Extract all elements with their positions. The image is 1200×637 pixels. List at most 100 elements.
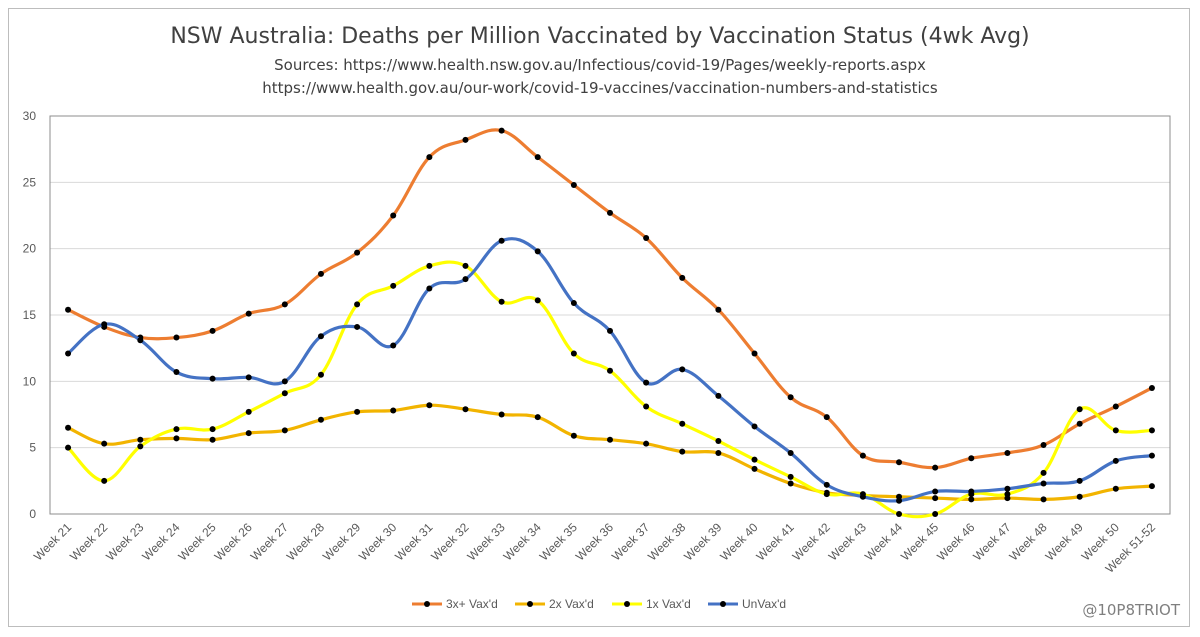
x-tick-label: Week 38 — [645, 520, 688, 563]
data-point — [281, 378, 288, 385]
y-tick-label: 30 — [23, 109, 37, 123]
x-tick-label: Week 42 — [790, 520, 833, 563]
x-tick-label: Week 47 — [970, 520, 1013, 563]
data-point — [607, 436, 613, 443]
data-point — [281, 427, 288, 434]
data-point — [101, 321, 108, 328]
data-point — [1112, 485, 1119, 492]
data-point — [462, 136, 469, 143]
legend-item: 3x+ Vax'd — [412, 597, 498, 611]
x-tick-label: Week 28 — [284, 520, 327, 563]
y-axis: 0 5 10 15 20 25 30 — [23, 109, 37, 521]
data-point — [1076, 493, 1083, 500]
data-point — [679, 420, 686, 427]
data-point — [751, 465, 758, 472]
data-point — [498, 237, 505, 244]
data-point — [65, 424, 72, 431]
data-point — [354, 323, 361, 330]
data-point — [968, 488, 975, 495]
legend-label: UnVax'd — [742, 597, 786, 611]
data-point — [570, 300, 577, 307]
data-point — [209, 436, 216, 443]
data-point — [1112, 457, 1119, 464]
data-point — [245, 430, 252, 437]
data-point — [643, 235, 650, 242]
data-point — [1004, 491, 1011, 498]
data-point — [1148, 483, 1155, 490]
data-point — [643, 379, 650, 386]
x-tick-label: Week 49 — [1043, 520, 1086, 563]
chart-title: NSW Australia: Deaths per Million Vaccin… — [170, 24, 1030, 49]
data-point — [354, 408, 361, 415]
series-line — [67, 128, 1153, 470]
data-point — [245, 408, 252, 415]
data-point — [1040, 496, 1047, 503]
x-tick-label: Week 26 — [212, 520, 255, 563]
series-0 — [65, 127, 1155, 471]
data-point — [1040, 480, 1047, 487]
data-point — [787, 480, 794, 487]
data-point — [932, 488, 939, 495]
legend-marker — [424, 601, 430, 607]
data-point — [137, 337, 144, 344]
data-point — [751, 456, 758, 463]
data-point — [137, 436, 144, 443]
data-point — [751, 423, 758, 430]
y-tick-label: 20 — [23, 242, 37, 256]
data-point — [823, 481, 830, 488]
legend-item: UnVax'd — [708, 597, 786, 611]
data-point — [570, 350, 577, 357]
legend-label: 1x Vax'd — [646, 597, 691, 611]
y-tick-label: 15 — [23, 308, 37, 322]
data-point — [137, 443, 144, 450]
legend-item: 2x Vax'd — [515, 597, 594, 611]
data-point — [317, 416, 324, 423]
y-tick-label: 10 — [23, 374, 37, 388]
chart-subtitle-sources: Sources: https://www.health.nsw.gov.au/I… — [274, 56, 926, 74]
x-tick-label: Week 31 — [392, 520, 435, 563]
x-tick-label: Week 40 — [717, 520, 760, 563]
plot-area-border — [49, 115, 1171, 515]
x-tick-label: Week 36 — [573, 520, 616, 563]
data-point — [1076, 420, 1083, 427]
data-point — [1148, 384, 1155, 391]
data-point — [570, 181, 577, 188]
x-tick-label: Week 44 — [862, 520, 905, 563]
x-tick-label: Week 39 — [681, 520, 724, 563]
data-point — [534, 248, 541, 255]
data-point — [65, 444, 72, 451]
data-point — [173, 334, 180, 341]
data-point — [498, 411, 505, 418]
series-3 — [65, 237, 1155, 504]
data-point — [859, 493, 866, 500]
series-line — [67, 403, 1153, 502]
x-tick-label: Week 41 — [754, 520, 797, 563]
x-tick-label: Week 29 — [320, 520, 363, 563]
data-point — [823, 491, 830, 498]
data-point — [715, 306, 722, 313]
data-point — [968, 496, 975, 503]
data-point — [173, 426, 180, 433]
series-1 — [65, 402, 1155, 503]
data-point — [390, 407, 397, 414]
x-tick-label: Week 37 — [609, 520, 652, 563]
data-point — [101, 440, 108, 447]
data-point — [751, 350, 758, 357]
x-tick-label: Week 25 — [175, 520, 218, 563]
data-point — [1004, 485, 1011, 492]
data-point — [245, 310, 252, 317]
x-tick-label: Week 33 — [465, 520, 508, 563]
x-tick-label: Week 35 — [537, 520, 580, 563]
data-point — [570, 432, 577, 439]
data-point — [1076, 406, 1083, 413]
data-point — [607, 209, 613, 216]
x-tick-label: Week 43 — [826, 520, 869, 563]
x-tick-label: Week 21 — [31, 520, 74, 563]
data-point — [896, 497, 903, 504]
data-point — [715, 392, 722, 399]
data-point — [787, 449, 794, 456]
x-tick-label: Week 46 — [934, 520, 977, 563]
x-tick-label: Week 45 — [898, 520, 941, 563]
data-point — [715, 438, 722, 445]
